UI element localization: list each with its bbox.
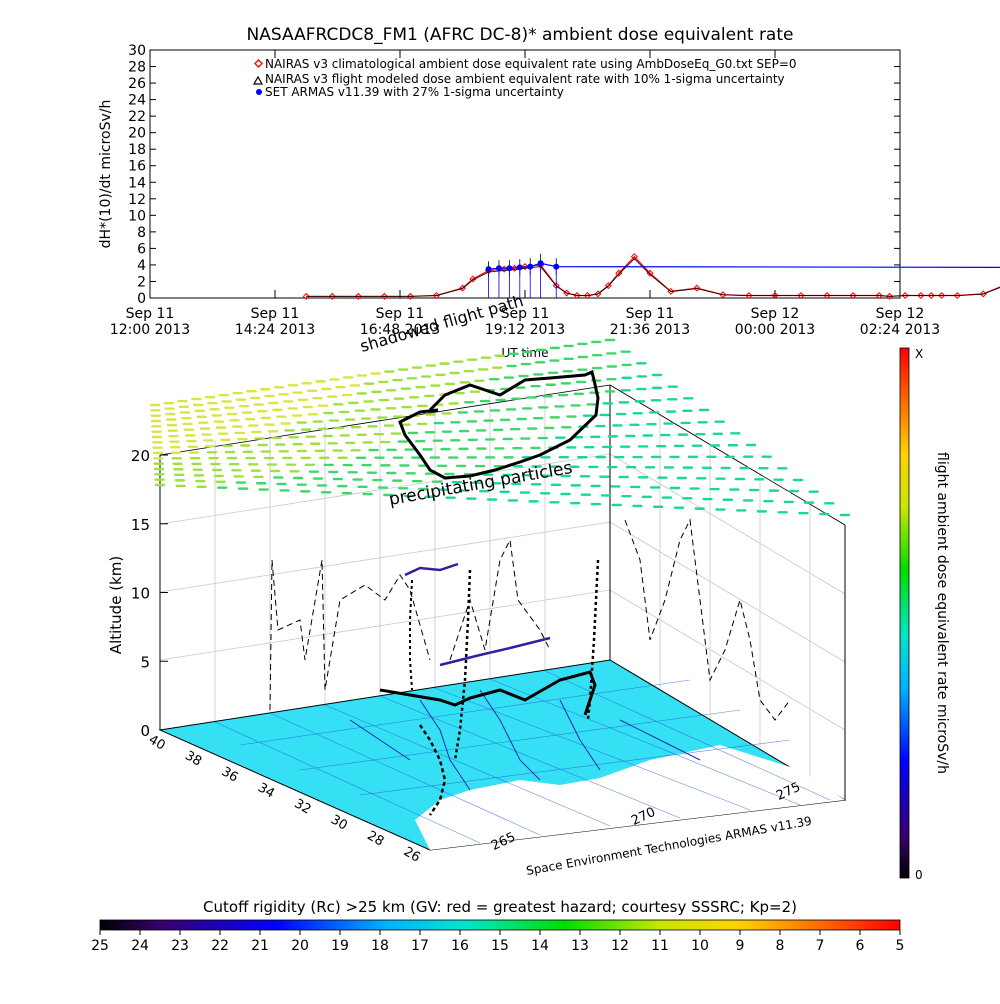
top-x-tick-day: Sep 11 [251, 306, 300, 322]
top-y-axis-label: dH*(10)/dt microSv/h [98, 100, 114, 249]
latitude-tick-label: 36 [219, 764, 241, 785]
top-y-tick-label: 12 [128, 192, 146, 208]
series-armas-point [527, 264, 533, 270]
colorbar-bottom-title: Cutoff rigidity (Rc) >25 km (GV: red = g… [203, 898, 797, 916]
series-armas-line [489, 205, 1000, 269]
top-x-tick-day: Sep 11 [626, 306, 675, 322]
colorbar-bottom-gradient [100, 920, 900, 930]
z-tick-label: 10 [131, 585, 150, 603]
legend-marker-nairas-clim [255, 60, 262, 67]
colorbar-bottom-tick-label: 5 [896, 938, 905, 954]
top-x-tick-day: Sep 11 [126, 306, 175, 322]
top-y-tick-label: 22 [128, 109, 146, 125]
colorbar-bottom-tick-label: 19 [331, 938, 349, 954]
top-x-tick-day: Sep 12 [751, 306, 800, 322]
top-chart-title: NASAAFRCDC8_FM1 (AFRC DC-8)* ambient dos… [247, 25, 794, 45]
colorbar-bottom-tick-label: 20 [291, 938, 309, 954]
top-x-tick-time: 12:00 2013 [110, 322, 190, 338]
top-y-tick-label: 0 [137, 291, 146, 307]
colorbar-bottom-tick-label: 23 [171, 938, 189, 954]
top-x-tick-time: 00:00 2013 [735, 322, 815, 338]
latitude-tick-label: 26 [401, 844, 423, 865]
z-tick-label: 20 [131, 447, 150, 465]
latitude-tick-label: 32 [292, 796, 314, 817]
colorbar-bottom-tick-label: 7 [816, 938, 825, 954]
colorbar-bottom-tick-label: 14 [531, 938, 549, 954]
z-axis-label: Altitude (km) [107, 556, 125, 654]
z-tick-label: 0 [140, 722, 150, 740]
colorbar-right-title: flight ambient dose equivalent rate micr… [934, 452, 950, 774]
top-y-tick-label: 30 [128, 43, 146, 59]
series-armas-point [506, 265, 512, 271]
colorbar-right-gradient [900, 348, 909, 878]
colorbar-bottom-tick-label: 12 [611, 938, 629, 954]
top-y-tick-label: 24 [128, 93, 146, 109]
top-y-tick-label: 16 [128, 159, 146, 175]
series-armas-point [496, 265, 502, 271]
legend-entry-armas: SET ARMAS v11.39 with 27% 1-sigma uncert… [265, 85, 564, 99]
z-tick-label: 15 [131, 516, 150, 534]
colorbar-right-bottom-label: 0 [915, 868, 923, 882]
colorbar-bottom-tick-label: 8 [776, 938, 785, 954]
top-y-tick-label: 8 [137, 225, 146, 241]
series-armas-point [538, 260, 544, 266]
colorbar-bottom-tick-label: 21 [251, 938, 269, 954]
series-armas-point [517, 264, 523, 270]
z-tick-label: 5 [140, 653, 150, 671]
colorbar-bottom-ticks: 25 24 23 22 21 20 19 18 17 16 15 14 13 12 11 10 9 8 7 6 5 [91, 930, 904, 954]
latitude-tick-label: 30 [328, 812, 350, 833]
top-x-tick-time: 14:24 2013 [235, 322, 315, 338]
colorbar-bottom-tick-label: 17 [411, 938, 429, 954]
latitude-tick-label: 28 [364, 828, 386, 849]
colorbar-bottom-tick-label: 15 [491, 938, 509, 954]
flight-low-segment-purple [440, 638, 550, 665]
latitude-tick-label: 34 [255, 780, 277, 801]
legend-entry-nairas-flight: NAIRAS v3 flight modeled dose ambient eq… [265, 72, 785, 86]
top-y-tick-label: 20 [128, 126, 146, 142]
top-y-tick-label: 6 [137, 241, 146, 257]
top-x-tick-time: 21:36 2013 [610, 322, 690, 338]
series-nairas-clim-line [306, 246, 1000, 297]
top-x-tick-time: 02:24 2013 [860, 322, 940, 338]
scene-3d: 0 5 10 15 20 Altitude (km) [107, 291, 849, 878]
top-y-tick-label: 4 [137, 258, 146, 274]
top-y-tick-label: 14 [128, 175, 146, 191]
legend-marker-nairas-flight [254, 77, 262, 84]
colorbar-right: X 0 flight ambient dose equivalent rate … [900, 347, 950, 882]
colorbar-right-top-label: X [915, 347, 923, 361]
top-x-tick-day: Sep 12 [876, 306, 925, 322]
top-x-tick-time: 19:12 2013 [485, 322, 565, 338]
colorbar-bottom: Cutoff rigidity (Rc) >25 km (GV: red = g… [91, 898, 904, 954]
colorbar-bottom-tick-label: 9 [736, 938, 745, 954]
colorbar-bottom-tick-label: 6 [856, 938, 865, 954]
colorbar-bottom-tick-label: 24 [131, 938, 149, 954]
top-y-tick-label: 28 [128, 60, 146, 76]
top-legend: NAIRAS v3 climatological ambient dose eq… [254, 57, 797, 99]
top-y-tick-label: 10 [128, 208, 146, 224]
colorbar-bottom-tick-label: 11 [651, 938, 669, 954]
top-right-edge [610, 385, 845, 525]
flight-mid-segment-blue [405, 564, 458, 575]
top-y-tick-label: 18 [128, 142, 146, 158]
colorbar-bottom-tick-label: 16 [451, 938, 469, 954]
colorbar-bottom-tick-label: 18 [371, 938, 389, 954]
latitude-tick-label: 38 [182, 748, 204, 769]
colorbar-bottom-tick-label: 22 [211, 938, 229, 954]
series-armas-point [486, 266, 492, 272]
top-y-tick-label: 2 [137, 274, 146, 290]
legend-marker-armas [256, 89, 262, 95]
colorbar-bottom-tick-label: 25 [91, 938, 109, 954]
colorbar-bottom-tick-label: 10 [691, 938, 709, 954]
legend-entry-nairas-clim: NAIRAS v3 climatological ambient dose eq… [265, 57, 797, 71]
colorbar-bottom-tick-label: 13 [571, 938, 589, 954]
series-armas-point [553, 264, 559, 270]
top-y-tick-label: 26 [128, 76, 146, 92]
z-axis-ticks: 0 5 10 15 20 [131, 447, 168, 740]
